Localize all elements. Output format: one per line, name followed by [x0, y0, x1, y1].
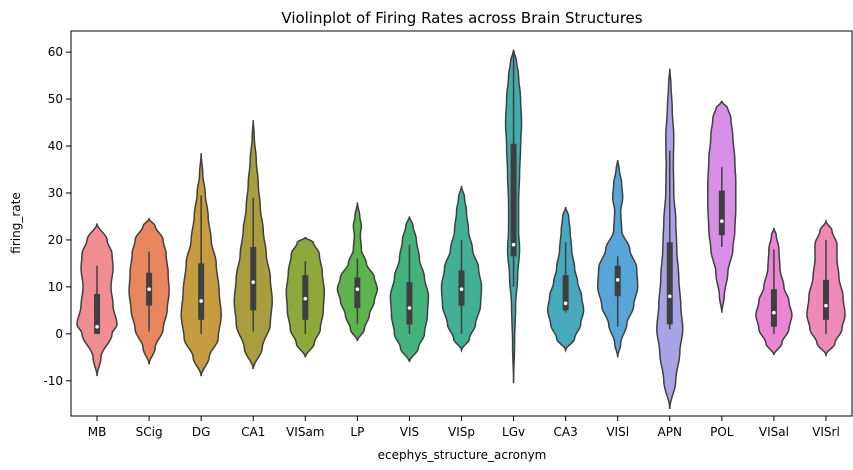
y-tick-label: 50 — [48, 92, 63, 106]
median-CA3 — [563, 301, 568, 306]
iqr-box-LP — [354, 277, 361, 309]
iqr-box-CA1 — [250, 246, 257, 311]
median-VISal — [772, 310, 776, 315]
median-VISrl — [824, 303, 828, 308]
y-axis-label: firing_rate — [9, 192, 23, 253]
x-tick-label: VISal — [759, 425, 789, 439]
iqr-box-VISal — [770, 289, 777, 327]
median-APN — [667, 294, 672, 299]
x-tick-label: MB — [88, 425, 107, 439]
y-tick-label: 0 — [55, 327, 63, 341]
iqr-box-DG — [198, 263, 205, 320]
median-SCig — [147, 287, 151, 292]
x-tick-label: VISam — [286, 425, 324, 439]
y-tick-label: 60 — [48, 45, 63, 59]
x-tick-label: VISl — [606, 425, 629, 439]
x-axis: MB SCig DG CA1 VISam LP VIS VISp LGv CA3 VISl APN PO… — [88, 416, 840, 439]
x-tick-label: CA3 — [554, 425, 578, 439]
x-tick-label: LGv — [502, 425, 525, 439]
median-VISp — [459, 287, 464, 292]
x-tick-label: POL — [710, 425, 734, 439]
x-tick-label: VIS — [400, 425, 419, 439]
median-LP — [355, 287, 360, 292]
iqr-box-VISrl — [822, 279, 829, 320]
median-LGv — [511, 242, 516, 247]
x-tick-label: CA1 — [241, 425, 265, 439]
iqr-box-APN — [666, 242, 673, 325]
median-DG — [199, 299, 203, 303]
y-tick-label: 30 — [48, 186, 63, 200]
x-axis-label: ecephys_structure_acronym — [378, 448, 547, 462]
median-VISl — [615, 278, 620, 282]
median-MB — [95, 324, 99, 329]
boxes-layer — [94, 52, 829, 334]
violins-layer — [76, 49, 846, 410]
x-tick-label: VISrl — [812, 425, 840, 439]
x-tick-label: APN — [658, 425, 682, 439]
median-POL — [720, 219, 724, 223]
chart-title: Violinplot of Firing Rates across Brain … — [281, 9, 642, 27]
y-tick-label: 10 — [48, 280, 63, 294]
x-tick-label: LP — [350, 425, 364, 439]
iqr-box-MB — [94, 293, 101, 334]
median-VIS — [407, 306, 412, 310]
median-CA1 — [251, 280, 256, 284]
x-tick-label: VISp — [448, 425, 475, 439]
y-tick-label: 40 — [48, 139, 63, 153]
x-tick-label: SCig — [136, 425, 163, 439]
y-tick-label: -10 — [43, 374, 63, 388]
iqr-box-CA3 — [562, 275, 569, 311]
x-tick-label: DG — [192, 425, 211, 439]
y-tick-label: 20 — [48, 233, 63, 247]
y-axis: -10 0 10 20 30 40 50 60 — [43, 45, 71, 388]
iqr-box-VIS — [406, 282, 413, 325]
iqr-box-POL — [718, 190, 725, 236]
iqr-box-LGv — [510, 143, 517, 257]
median-VISam — [303, 296, 308, 301]
